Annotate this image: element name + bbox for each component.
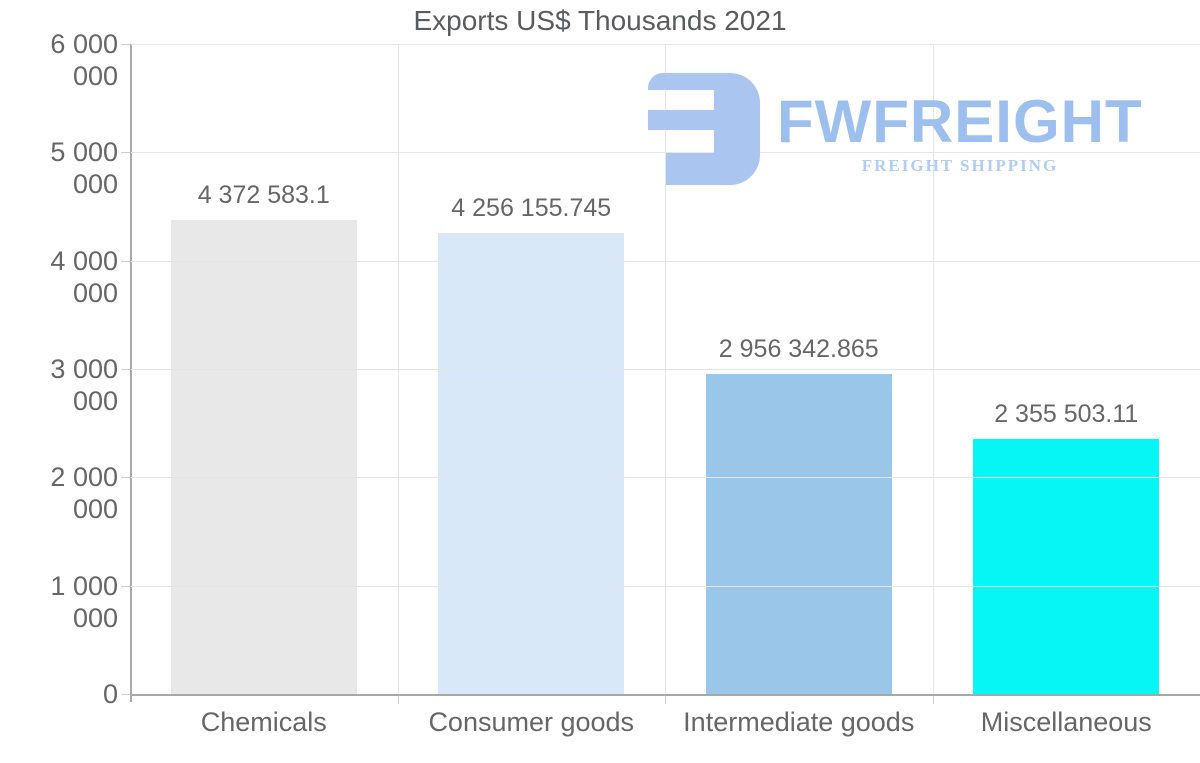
x-axis-tick [932, 696, 934, 704]
chart-title: Exports US$ Thousands 2021 [413, 5, 787, 36]
category-label-intermediate-goods: Intermediate goods [683, 707, 915, 737]
y-axis-tick [121, 694, 130, 695]
gridline-vertical [665, 44, 666, 694]
x-axis-line [130, 694, 1200, 696]
y-axis-line [130, 44, 132, 702]
fwfreight-logo-mark-icon [648, 73, 760, 185]
category-label-miscellaneous: Miscellaneous [980, 707, 1152, 737]
y-axis-tick-label: 0 [102, 679, 118, 709]
gridline-vertical [932, 44, 934, 694]
bar-value-label: 4 256 155.745 [451, 193, 612, 222]
category-label-consumer-goods: Consumer goods [428, 707, 635, 737]
y-axis-tick-label: 5 000 000 [50, 137, 118, 200]
gridline-vertical [397, 44, 399, 694]
y-axis-tick-label: 2 000 000 [50, 462, 118, 525]
y-axis-tick [121, 585, 130, 587]
bar-intermediate-goods[interactable] [705, 373, 892, 694]
y-axis-tick-label: 6 000 000 [50, 29, 118, 91]
y-axis-tick [121, 369, 130, 370]
y-axis-tick [121, 152, 130, 154]
bar-miscellaneous[interactable] [973, 438, 1160, 694]
bar-consumer-goods[interactable] [438, 232, 625, 694]
y-axis-tick-label: 4 000 000 [50, 245, 118, 308]
x-axis-tick [397, 696, 399, 704]
y-axis-tick [121, 477, 130, 479]
bar-value-label: 2 355 503.11 [994, 399, 1139, 428]
bar-value-label: 4 372 583.1 [197, 181, 330, 210]
category-label-chemicals: Chemicals [200, 707, 327, 737]
logo-brand-text: FWFREIGHT [777, 88, 1143, 155]
logo-tagline-text: FREIGHT SHIPPING [861, 156, 1059, 175]
bar-chemicals[interactable] [170, 220, 357, 694]
y-axis-tick-label: 1 000 000 [50, 570, 118, 633]
y-axis-tick [121, 260, 130, 262]
bar-value-label: 2 956 342.865 [718, 334, 879, 363]
y-axis-tick-label: 3 000 000 [50, 354, 118, 416]
x-axis-tick [665, 696, 666, 704]
y-axis-tick [121, 44, 130, 45]
logo-f-glyph [648, 73, 760, 185]
